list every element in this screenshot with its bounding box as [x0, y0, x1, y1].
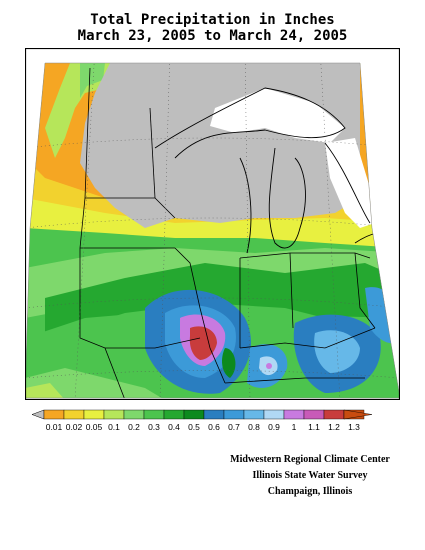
legend-label: 0.4	[168, 422, 180, 432]
lake-superior-area	[210, 88, 345, 143]
lat-long-grid	[25, 63, 400, 398]
credit-mrcc: Midwestern Regional Climate Center	[230, 454, 390, 465]
map-frame	[25, 48, 400, 400]
lake-shorelines	[154, 87, 400, 254]
precip-zone-red-peak	[189, 326, 217, 360]
lake-huron-area	[325, 138, 375, 228]
precip-zone-green-nw	[80, 63, 105, 98]
legend-label: 0.5	[188, 422, 200, 432]
legend-swatch	[63, 409, 85, 420]
legend-swatch	[223, 409, 245, 420]
legend-label: 0.02	[66, 422, 83, 432]
legend-label: 0.9	[268, 422, 280, 432]
precip-zone-yellow-green-sw	[25, 383, 65, 398]
precip-zone-yellow-green-nw	[45, 63, 110, 158]
legend-swatch	[283, 409, 305, 420]
legend-label: 0.6	[208, 422, 220, 432]
legend-swatch	[143, 409, 165, 420]
precipitation-map	[25, 48, 400, 400]
precip-zone-purple-ky	[266, 363, 272, 369]
legend-swatch	[323, 409, 345, 420]
no-data-region	[80, 63, 360, 228]
legend-label: 0.1	[108, 422, 120, 432]
credit-location: Champaign, Illinois	[267, 486, 353, 497]
legend-swatch	[43, 409, 65, 420]
legend-label: 0.05	[86, 422, 103, 432]
legend-label: 0.01	[46, 422, 63, 432]
legend-swatch	[123, 409, 145, 420]
legend-swatch	[103, 409, 125, 420]
legend-swatch	[203, 409, 225, 420]
legend-color-bar: 0.01 0.02 0.05 0.1 0.2 0.3 0.4 0.5 0.6 0.7 0.8 0.9 1…	[31, 409, 373, 432]
legend-swatch	[303, 409, 325, 420]
legend-label: 1	[292, 422, 297, 432]
map-date-range: March 23, 2005 to March 24, 2005	[77, 28, 348, 44]
legend-label: 0.2	[128, 422, 140, 432]
legend-swatch	[163, 409, 185, 420]
legend-label: 0.7	[228, 422, 240, 432]
legend-arrow-high	[343, 409, 373, 420]
precip-zone-light-green-sw	[25, 368, 165, 398]
credit-isws: Illinois State Water Survey	[252, 470, 368, 481]
map-title: Total Precipitation in Inches	[90, 12, 335, 28]
legend-swatch	[183, 409, 205, 420]
legend-swatch	[243, 409, 265, 420]
legend-label: 0.3	[148, 422, 160, 432]
legend-arrow-low	[31, 409, 45, 420]
legend-label: 1.3	[348, 422, 360, 432]
legend-label: 1.1	[308, 422, 320, 432]
legend-label: 1.2	[328, 422, 340, 432]
legend-swatch	[263, 409, 285, 420]
map-projection-outline	[25, 62, 400, 399]
legend-swatch	[83, 409, 105, 420]
legend-label: 0.8	[248, 422, 260, 432]
